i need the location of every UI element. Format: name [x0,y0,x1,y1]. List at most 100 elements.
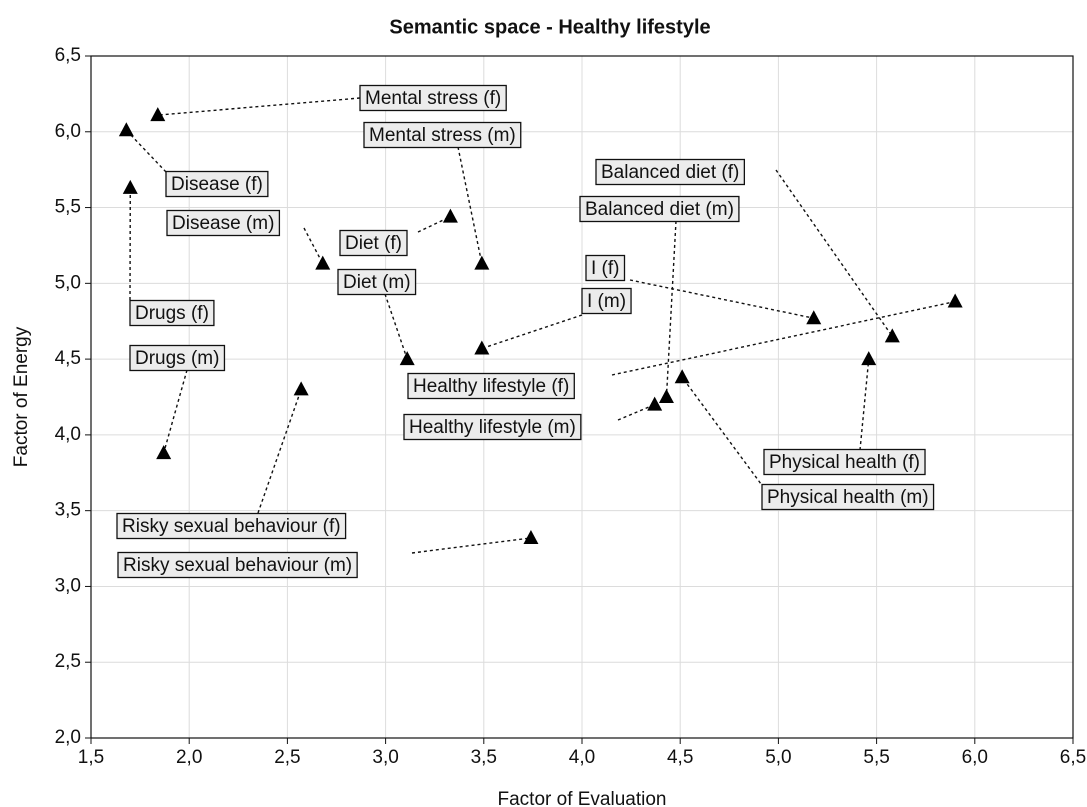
plot-frame [90,55,1074,739]
x-tick-label: 1,5 [78,747,104,768]
label-box [585,254,626,282]
x-tick-label: 4,0 [569,747,595,768]
leader-line [629,279,814,319]
point-label: Disease (m) [166,209,281,237]
point-label: Diet (m) [337,268,417,296]
leader-line [411,537,532,554]
point [156,445,172,460]
x-tick-label: 4,5 [667,747,693,768]
leader-line [457,146,483,264]
point [674,369,690,384]
y-tick-label: 4,0 [55,424,81,445]
y-tick-label: 3,5 [55,500,81,521]
point-label: Balanced diet (m) [579,195,740,223]
leader-line [681,376,765,489]
point-label-text: Drugs (f) [135,303,209,324]
leader-line [157,97,361,116]
point [118,122,134,137]
label-box [166,209,281,237]
y-tick-label: 6,5 [55,45,81,66]
point-label: Mental stress (f) [359,84,507,112]
label-box [116,512,347,540]
point-label-text: I (f) [591,258,620,279]
point-label: Mental stress (m) [363,121,522,149]
point-label-text: Diet (m) [343,272,411,293]
point [658,389,674,403]
leader-line [257,389,302,514]
point-label: Drugs (m) [129,344,226,372]
point [647,396,663,411]
point-label-text: Balanced diet (f) [601,162,739,183]
x-tick-label: 6,0 [962,747,988,768]
x-axis-label: Factor of Evaluation [498,789,667,807]
leader-line [617,403,655,421]
chart-title: Semantic space - Healthy lifestyle [389,16,710,38]
point-label-text: Mental stress (f) [365,88,501,109]
point-label-text: I (m) [587,291,626,312]
x-tick-label: 2,5 [274,747,300,768]
point-label: Risky sexual behaviour (m) [117,551,358,579]
label-box [129,299,215,327]
y-tick-label: 3,0 [55,575,81,596]
leader-line [384,293,408,360]
point-label: Physical health (m) [761,483,935,511]
point-label-text: Disease (m) [172,213,274,234]
x-tick-label: 2,0 [176,747,202,768]
point-label-text: Physical health (m) [767,487,929,508]
point-label-text: Mental stress (m) [369,125,516,146]
y-tick-label: 6,0 [55,121,81,142]
point-label: Physical health (f) [763,448,926,476]
x-tick-label: 3,0 [372,747,398,768]
leader-line [162,369,188,454]
point [861,351,877,366]
point [474,255,490,270]
point [150,107,166,122]
leader-line [665,220,677,398]
label-box [339,229,408,257]
y-tick-label: 2,5 [55,651,81,672]
leader-line [775,169,893,337]
x-tick-label: 5,5 [863,747,889,768]
leader-line [303,227,324,264]
point [474,340,490,355]
point-label-text: Diet (f) [345,233,402,254]
leader-line [611,300,956,376]
point-label: Diet (f) [339,229,408,257]
label-box [595,158,746,186]
point-label: I (f) [585,254,626,282]
label-box [117,551,358,579]
point [293,381,309,396]
y-axis-label: Factor of Energy [11,326,32,467]
point [399,351,415,366]
label-box [165,170,269,198]
leader-line [481,314,583,350]
point [122,179,138,194]
point-label-text: Healthy lifestyle (f) [413,376,569,397]
label-box [129,344,226,372]
point-label: Risky sexual behaviour (f) [116,512,347,540]
label-box [581,287,632,315]
point-label: Healthy lifestyle (f) [407,372,575,400]
label-box [579,195,740,223]
point-label-text: Risky sexual behaviour (m) [123,555,352,576]
point [442,208,458,223]
point [523,529,539,544]
point-label-text: Physical health (f) [769,452,920,473]
label-box [363,121,522,149]
y-tick-label: 2,0 [55,727,81,748]
point [947,293,963,308]
point [806,310,822,325]
point [315,255,331,270]
x-tick-label: 5,0 [765,747,791,768]
x-tick-label: 3,5 [471,747,497,768]
leader-line [125,129,167,173]
label-box [359,84,507,112]
label-box [403,413,582,441]
point-label: Disease (f) [165,170,269,198]
point-label: I (m) [581,287,632,315]
label-box [761,483,935,511]
point-label-text: Risky sexual behaviour (f) [122,516,341,537]
y-tick-label: 4,5 [55,348,81,369]
point-label: Healthy lifestyle (m) [403,413,582,441]
label-box [407,372,575,400]
